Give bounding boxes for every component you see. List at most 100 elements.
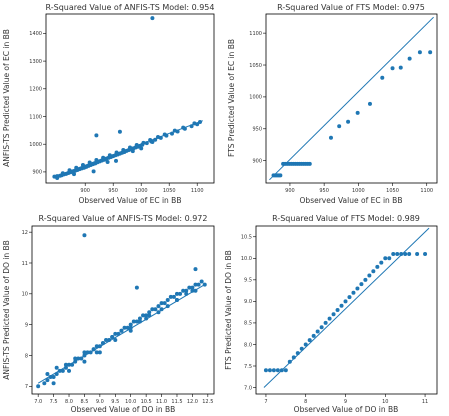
- data-point: [153, 307, 158, 312]
- data-point: [267, 368, 272, 373]
- y-tick-label: 7.5: [244, 364, 252, 370]
- chart-title: R-Squared Value of ANFIS-TS Model: 0.972: [39, 214, 208, 223]
- x-tick-label: 1000: [135, 188, 148, 194]
- y-tick-label: 950: [252, 127, 262, 133]
- data-point: [355, 286, 360, 291]
- x-tick-label: 10: [382, 399, 388, 405]
- x-axis-label: Observed Value of DO in BB: [71, 405, 176, 414]
- data-point: [105, 159, 110, 164]
- x-tick-label: 1100: [191, 188, 204, 194]
- data-point: [119, 328, 124, 333]
- data-point: [399, 252, 404, 256]
- x-tick-label: 12.5: [202, 399, 213, 405]
- data-point: [88, 350, 93, 355]
- data-point: [165, 297, 170, 302]
- axes-frame: [265, 13, 438, 184]
- data-point: [156, 310, 161, 315]
- data-point: [189, 124, 194, 129]
- data-point: [311, 333, 316, 338]
- data-point: [60, 171, 65, 176]
- data-point: [415, 252, 420, 256]
- outlier-point: [94, 350, 99, 355]
- data-point: [128, 322, 133, 327]
- data-point: [178, 291, 183, 296]
- data-point: [170, 131, 174, 136]
- x-tick-label: 9.5: [111, 399, 119, 405]
- data-point: [190, 285, 195, 290]
- data-point: [113, 338, 118, 343]
- data-point: [287, 359, 292, 364]
- y-tick-label: 9: [25, 322, 28, 328]
- data-point: [139, 146, 144, 151]
- data-point: [45, 378, 50, 383]
- y-tick-label: 7: [25, 384, 28, 390]
- y-tick-label: 900: [252, 158, 262, 164]
- x-tick-label: 12.0: [187, 399, 198, 405]
- data-point: [101, 155, 106, 160]
- x-tick-label: 7.5: [50, 399, 58, 405]
- x-tick-label: 7: [264, 399, 267, 405]
- x-tick-label: 10.5: [141, 399, 152, 405]
- x-tick-label: 1050: [386, 188, 399, 194]
- data-point: [202, 282, 207, 287]
- outlier-point: [82, 233, 87, 238]
- data-point: [55, 176, 60, 181]
- outlier-point: [150, 16, 155, 21]
- y-tick-label: 1100: [29, 114, 42, 120]
- data-point: [60, 368, 65, 373]
- data-point: [150, 307, 155, 312]
- data-point: [36, 384, 41, 389]
- data-point: [144, 316, 149, 321]
- data-point: [141, 313, 146, 318]
- data-point: [417, 50, 422, 55]
- data-point: [150, 139, 155, 144]
- x-tick-label: 9.0: [96, 399, 104, 405]
- data-point: [407, 56, 412, 61]
- x-tick-label: 1000: [352, 188, 365, 194]
- data-point: [134, 319, 139, 324]
- data-point: [337, 124, 342, 129]
- chart-fts-do: R-Squared Value of FTS Model: 0.989 Obse…: [224, 214, 438, 414]
- data-point: [303, 342, 308, 347]
- data-point: [63, 362, 68, 367]
- data-point: [54, 371, 59, 376]
- data-point: [117, 129, 122, 134]
- data-point: [91, 347, 96, 352]
- x-tick-label: 900: [285, 188, 295, 194]
- y-tick-label: 7.0: [244, 385, 252, 391]
- data-point: [156, 304, 161, 309]
- data-point: [121, 148, 126, 153]
- y-tick-label: 1300: [29, 59, 42, 65]
- x-axis-label: Observed Value of DO in BB: [294, 405, 399, 414]
- data-point: [319, 325, 324, 330]
- data-point: [347, 295, 352, 300]
- data-point: [174, 291, 179, 296]
- y-tick-label: 1050: [249, 63, 262, 69]
- x-axis-label: Observed Value of EC in BB: [79, 196, 182, 205]
- data-point: [67, 362, 72, 367]
- data-point: [107, 153, 112, 158]
- data-point: [73, 359, 78, 364]
- data-point: [193, 282, 198, 287]
- x-tick-label: 1050: [163, 188, 176, 194]
- axes-frame: [45, 13, 215, 184]
- data-point: [141, 140, 146, 145]
- data-point: [363, 277, 368, 282]
- data-point: [114, 150, 119, 155]
- x-tick-label: 11.0: [156, 399, 167, 405]
- data-point: [279, 368, 284, 373]
- data-point: [379, 260, 384, 265]
- y-tick-label: 11: [22, 261, 28, 267]
- data-point: [291, 355, 296, 360]
- data-point: [80, 162, 85, 167]
- data-point: [323, 320, 328, 325]
- data-point: [339, 303, 344, 308]
- data-point: [278, 173, 283, 178]
- data-point: [172, 128, 177, 133]
- y-tick-label: 10.5: [241, 235, 252, 241]
- data-point: [171, 294, 176, 299]
- chart-title: R-Squared Value of ANFIS-TS Model: 0.954: [46, 3, 215, 12]
- data-point: [159, 307, 164, 312]
- y-axis-label: FTS Predicted Value of EC in BB: [227, 39, 236, 157]
- data-point: [72, 172, 76, 177]
